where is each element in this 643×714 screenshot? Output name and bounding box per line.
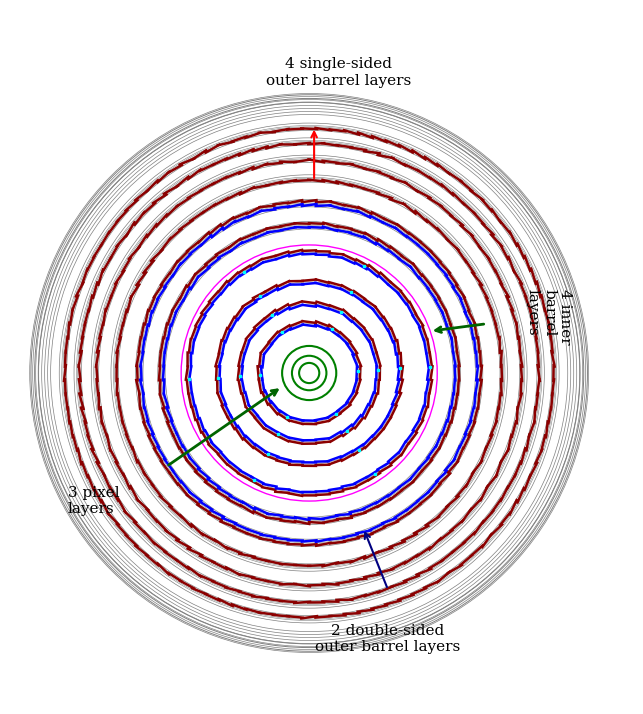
Text: 4 single-sided
outer barrel layers: 4 single-sided outer barrel layers: [266, 58, 412, 88]
Text: 3 pixel
layers: 3 pixel layers: [68, 486, 120, 516]
Text: 2 double-sided
outer barrel layers: 2 double-sided outer barrel layers: [315, 624, 460, 654]
Text: 4 inner
barrel
layers: 4 inner barrel layers: [526, 288, 572, 344]
